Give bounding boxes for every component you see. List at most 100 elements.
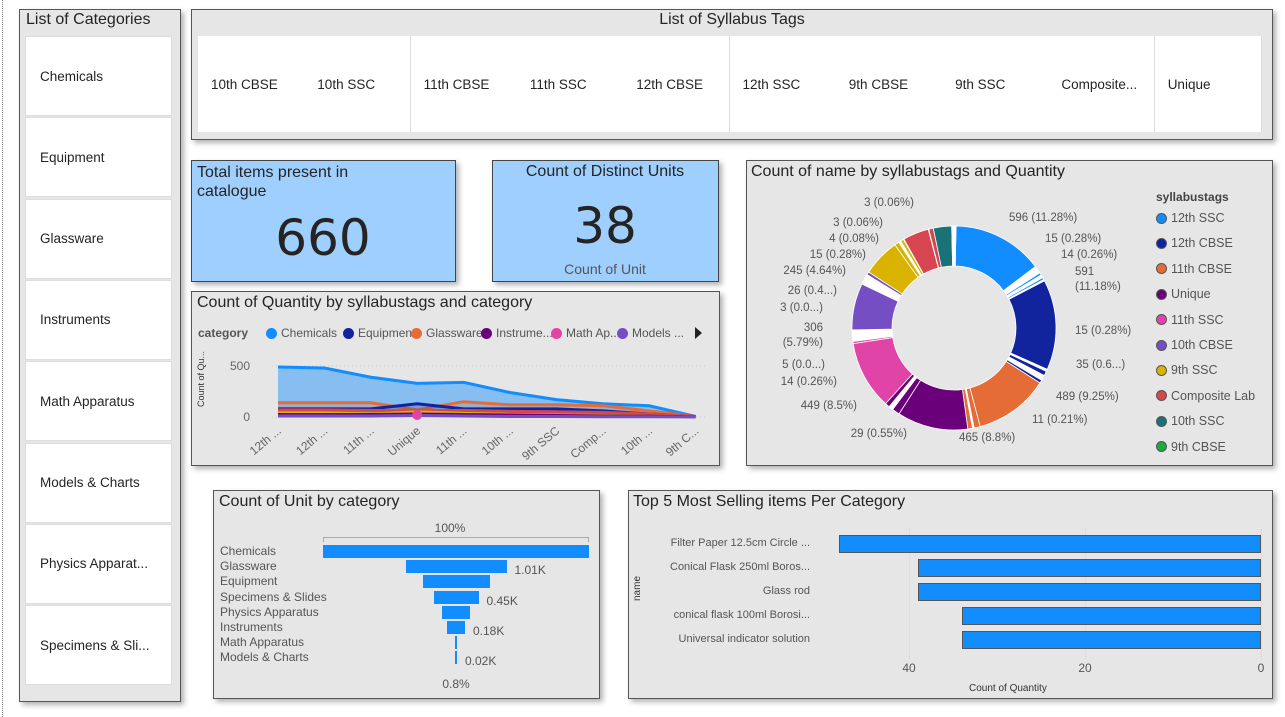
legend-dot-icon	[1156, 390, 1167, 402]
syllabus-tag-slicer-item[interactable]: Composite...	[1048, 36, 1156, 132]
donut-legend-item[interactable]: 10th SSC	[1156, 414, 1225, 428]
x-tick-label: 12th ...	[247, 424, 284, 458]
syllabus-tag-slicer-item[interactable]: 9th SSC	[942, 36, 1050, 132]
area-legend-item[interactable]: Equipment	[343, 326, 415, 340]
area-legend-item[interactable]: Instrume...	[481, 326, 553, 340]
category-slicer-item[interactable]: Specimens & Sli...	[25, 605, 172, 686]
category-slicer-item[interactable]: Physics Apparat...	[25, 523, 172, 604]
legend-label: Chemicals	[281, 326, 338, 340]
syllabus-tag-slicer-item[interactable]: Unique	[1154, 36, 1262, 132]
bar-category-label: Universal indicator solution	[678, 633, 810, 645]
donut-data-label: 449 (8.5%)	[800, 400, 857, 412]
funnel-bar[interactable]	[422, 575, 490, 589]
donut-data-label: 15 (0.28%)	[1075, 325, 1132, 337]
syllabus-tag-slicer-item[interactable]: 11th CBSE	[410, 36, 518, 132]
category-slicer-item[interactable]: Math Apparatus	[25, 361, 172, 442]
area-legend-item[interactable]: Chemicals	[266, 326, 337, 340]
category-slicer-item[interactable]: Instruments	[25, 279, 172, 360]
syllabus-tag-slicer-item[interactable]: 12th SSC	[729, 36, 837, 132]
donut-legend-item[interactable]: 10th CBSE	[1156, 338, 1233, 352]
syllabus-tag-slicer-item[interactable]: 11th SSC	[516, 36, 624, 132]
bar[interactable]	[961, 607, 1261, 625]
syllabus-tag-slicer-item[interactable]: 9th CBSE	[835, 36, 943, 132]
funnel-top-bracket	[323, 537, 589, 542]
donut-legend-item[interactable]: Composite Lab	[1156, 389, 1255, 403]
bar[interactable]	[917, 583, 1261, 601]
syllabus-tag-slicer-item[interactable]: 10th CBSE	[198, 36, 305, 132]
area-legend-title: category	[198, 326, 249, 340]
bar[interactable]	[838, 535, 1261, 553]
legend-dot-icon	[481, 327, 492, 339]
donut-slice[interactable]	[954, 225, 957, 267]
syllabus-tags-slicer: List of Syllabus Tags 10th CBSE 10th SSC 1…	[191, 9, 1273, 140]
funnel-bar[interactable]	[455, 636, 457, 650]
legend-next-arrow-icon[interactable]	[695, 327, 702, 339]
legend-label: Composite Lab	[1171, 388, 1256, 403]
donut-data-label: 15 (0.28%)	[1045, 233, 1102, 245]
area-legend-item[interactable]: Models ...	[617, 326, 684, 340]
funnel-bar[interactable]	[323, 545, 589, 558]
legend-dot-icon	[343, 327, 354, 339]
donut-data-label: 15 (0.28%)	[809, 249, 866, 261]
bar[interactable]	[961, 631, 1261, 649]
legend-dot-icon	[1156, 237, 1167, 249]
donut-legend-item[interactable]: 11th CBSE	[1156, 262, 1232, 276]
donut-data-label: 306 (5.79%)	[782, 322, 823, 349]
funnel-bar[interactable]	[433, 590, 479, 604]
legend-dot-icon	[1156, 339, 1167, 351]
legend-dot-icon	[411, 327, 422, 339]
donut-data-label: 3 (0.06%)	[864, 197, 914, 209]
donut-data-label: 35 (0.6...)	[1076, 359, 1126, 371]
legend-label: Models ...	[632, 326, 685, 340]
funnel-data-label: 1.01K	[514, 563, 546, 578]
funnel-category-label: Chemicals	[220, 544, 277, 558]
funnel-chart-title: Count of Unit by category	[219, 493, 400, 510]
bar-category-label: Filter Paper 12.5cm Circle ...	[670, 537, 810, 549]
funnel-bar[interactable]	[442, 605, 470, 619]
donut-legend-item[interactable]: 12th CBSE	[1156, 236, 1233, 250]
donut-legend-item[interactable]: 12th SSC	[1156, 211, 1225, 225]
x-tick-label: 12th ...	[293, 424, 330, 458]
legend-label: 11th CBSE	[1171, 261, 1232, 276]
donut-legend-item[interactable]: 9th SSC	[1156, 363, 1218, 377]
donut-data-label: 591 (11.18%)	[1075, 266, 1121, 293]
y-tick-label: 500	[230, 359, 250, 373]
legend-dot-icon	[1156, 263, 1167, 275]
series-line[interactable]	[278, 400, 696, 418]
kpi-distinct-units: Count of Distinct Units 38 Count of Unit	[492, 160, 719, 282]
area-legend-item[interactable]: Glassware	[411, 326, 483, 340]
funnel-bar[interactable]	[455, 651, 457, 665]
legend-dot-icon	[266, 327, 277, 339]
legend-label: 9th SSC	[1171, 363, 1218, 378]
series-line[interactable]	[277, 365, 696, 418]
syllabus-tag-slicer-item[interactable]: 10th SSC	[304, 36, 412, 132]
bar-chart-card: Top 5 Most Selling items Per Category na…	[628, 490, 1273, 699]
kpi-total-items: Total items present in catalogue 660	[191, 160, 456, 282]
legend-dot-icon	[1156, 314, 1167, 326]
syllabus-tag-slicer-item[interactable]: 12th CBSE	[623, 36, 731, 132]
funnel-top-label: 100%	[434, 521, 466, 535]
bar-y-axis-title: name	[632, 575, 644, 602]
category-slicer-item[interactable]: Chemicals	[25, 36, 172, 116]
category-slicer-item[interactable]: Glassware	[25, 198, 172, 279]
series-line[interactable]	[278, 413, 696, 419]
x-tick-label: 20	[1078, 661, 1092, 675]
donut-legend-item[interactable]: 11th SSC	[1156, 313, 1224, 327]
gridline	[1261, 529, 1262, 659]
funnel-bar[interactable]	[405, 560, 507, 574]
donut-legend-item[interactable]: 9th CBSE	[1156, 440, 1226, 454]
series-line[interactable]	[278, 408, 696, 418]
funnel-category-label: Instruments	[220, 620, 283, 634]
area-legend-item[interactable]: Math Ap...	[551, 326, 620, 340]
series-point[interactable]	[412, 409, 423, 420]
x-tick-label: 11th ...	[340, 424, 376, 458]
funnel-bar[interactable]	[447, 621, 465, 634]
category-slicer-item[interactable]: Equipment	[25, 117, 172, 198]
category-slicer-item[interactable]: Models & Charts	[25, 442, 172, 523]
funnel-chart-card: Count of Unit by category 100% 0.8% Chem…	[213, 490, 600, 699]
kpi-units-value: 38	[573, 197, 637, 255]
bar[interactable]	[917, 559, 1261, 577]
funnel-category-label: Models & Charts	[220, 650, 309, 665]
x-tick-label: 9th SSC	[519, 423, 562, 463]
donut-legend-item[interactable]: Unique	[1156, 287, 1211, 301]
